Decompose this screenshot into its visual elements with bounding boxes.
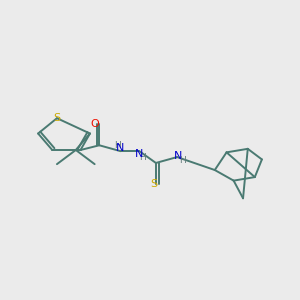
Text: H: H bbox=[140, 153, 146, 162]
Text: N: N bbox=[116, 143, 125, 153]
Text: H: H bbox=[180, 156, 186, 165]
Text: O: O bbox=[91, 119, 100, 129]
Text: N: N bbox=[135, 149, 144, 159]
Text: S: S bbox=[53, 113, 61, 123]
Text: H: H bbox=[114, 141, 120, 150]
Text: N: N bbox=[174, 151, 182, 161]
Text: S: S bbox=[150, 179, 157, 189]
